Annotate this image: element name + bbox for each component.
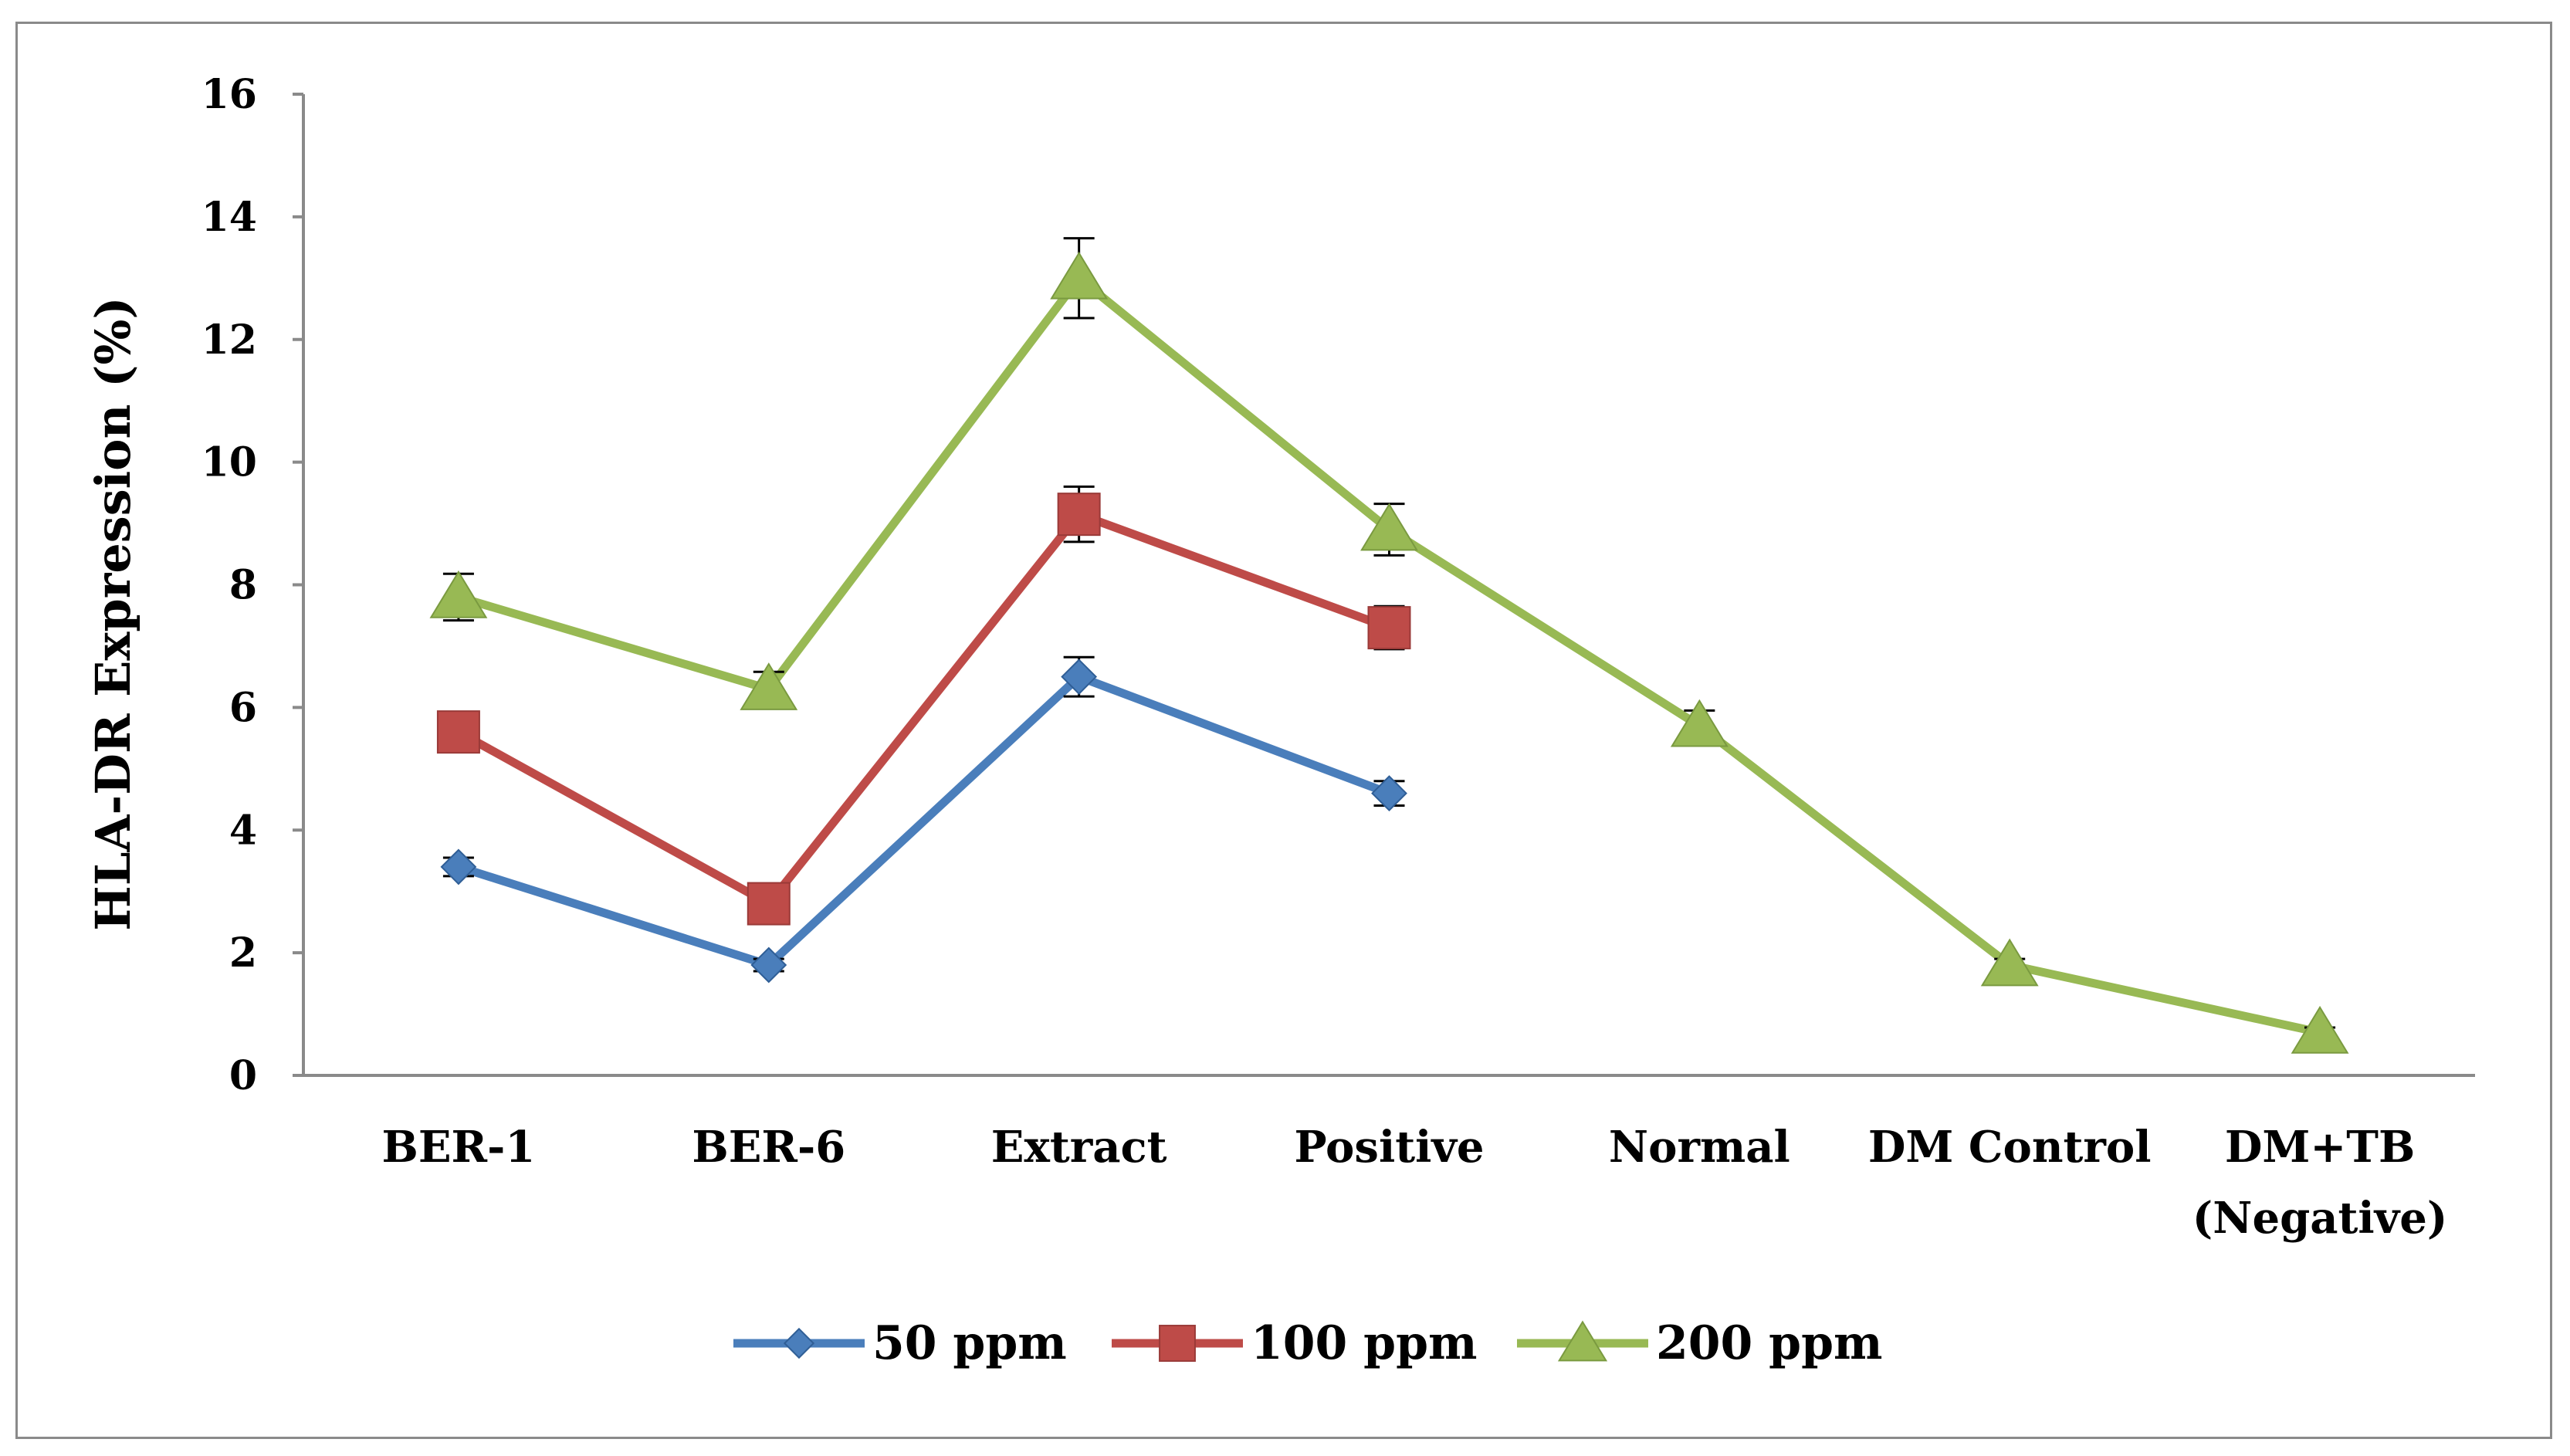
legend-label: 50 ppm	[872, 1316, 1067, 1370]
data-point-triangle	[740, 662, 798, 710]
y-tick-label: 6	[229, 684, 257, 731]
y-tick-label: 2	[229, 929, 257, 977]
x-category-label: DM+TB (Negative)	[2192, 1122, 2448, 1244]
data-point-triangle	[2291, 1005, 2349, 1054]
data-point-diamond	[1371, 775, 1407, 812]
legend-entry: 50 ppm	[733, 1316, 1067, 1370]
legend-marker-triangle	[1557, 1320, 1608, 1362]
data-point-triangle	[1360, 503, 1418, 551]
data-point-triangle	[1050, 251, 1109, 300]
y-tick-label: 16	[201, 71, 257, 118]
x-category-label: DM Control	[1868, 1122, 2152, 1173]
legend-label: 200 ppm	[1656, 1316, 1883, 1370]
x-category-label: Positive	[1294, 1122, 1484, 1173]
x-category-label: BER-1	[382, 1122, 536, 1173]
data-point-triangle	[1670, 699, 1729, 747]
series-200-ppm	[429, 237, 2349, 1054]
legend-marker-square	[1159, 1325, 1196, 1362]
y-tick-label: 14	[201, 194, 257, 241]
y-tick-label: 4	[229, 807, 257, 854]
legend: 50 ppm 100 ppm 200 ppm	[733, 1316, 1883, 1370]
data-point-square	[747, 882, 791, 926]
data-point-diamond	[750, 946, 787, 984]
data-point-diamond	[1061, 659, 1098, 696]
y-tick-label: 12	[201, 317, 257, 364]
series-line	[456, 510, 1391, 909]
legend-label: 100 ppm	[1251, 1316, 1478, 1370]
data-point-square	[436, 710, 480, 754]
legend-entry: 100 ppm	[1112, 1316, 1478, 1370]
legend-entry: 200 ppm	[1517, 1316, 1883, 1370]
data-point-triangle	[1980, 938, 2039, 987]
y-tick-label: 10	[201, 439, 257, 486]
data-point-square	[1367, 606, 1411, 650]
y-tick-label: 8	[229, 562, 257, 609]
x-category-label: Normal	[1609, 1122, 1790, 1173]
x-category-label: Extract	[991, 1122, 1167, 1173]
series-50-ppm	[440, 655, 1407, 984]
x-category-label: BER-6	[692, 1122, 845, 1173]
y-tick-label: 0	[229, 1052, 257, 1099]
legend-marker-diamond	[783, 1327, 815, 1359]
series-line	[457, 273, 2321, 1037]
series-100-ppm	[436, 485, 1411, 926]
data-point-triangle	[429, 570, 488, 618]
series-line	[457, 672, 1391, 970]
data-point-diamond	[440, 848, 477, 885]
y-axis-title: HLA-DR Expression (%)	[85, 296, 141, 931]
data-point-square	[1057, 493, 1101, 537]
